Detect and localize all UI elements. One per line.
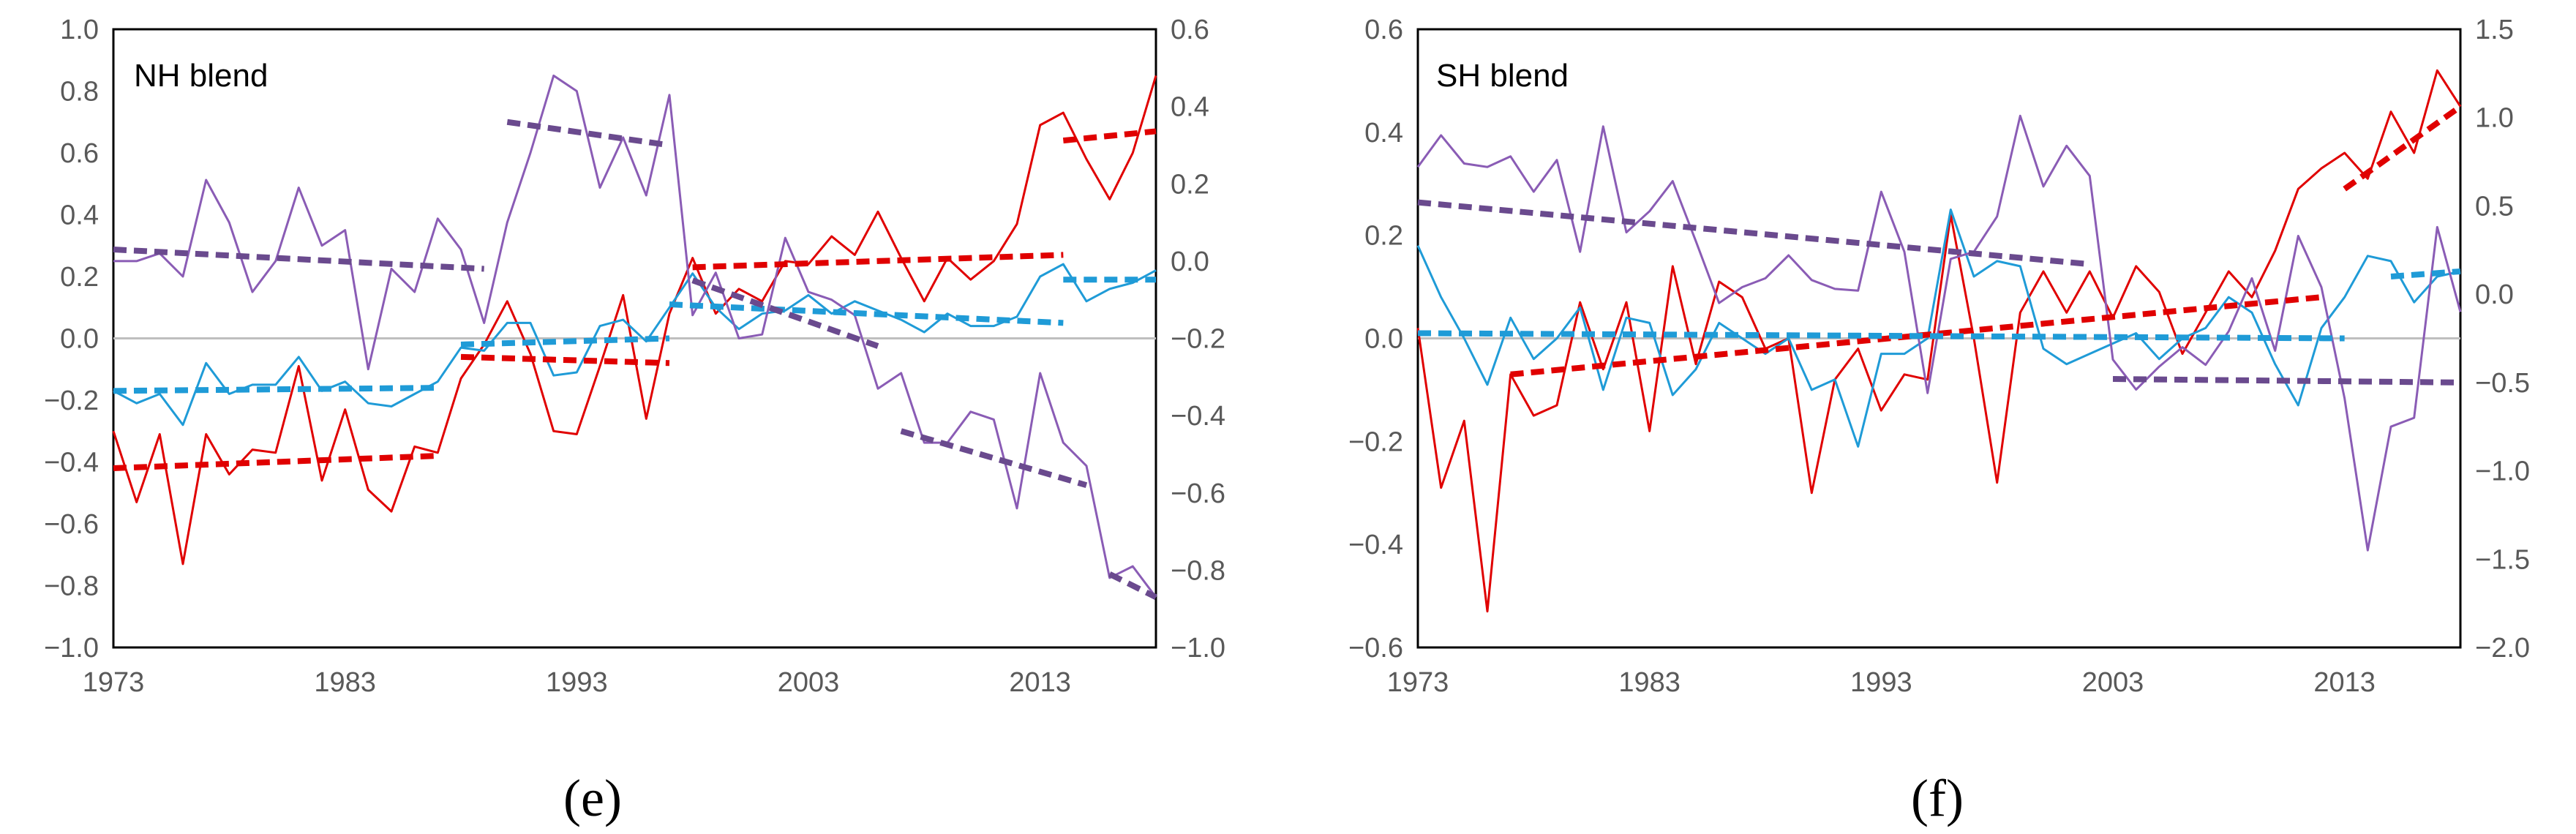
x-tick-label: 1973 [1387, 667, 1449, 698]
trend-line [1417, 199, 2090, 268]
y-tick-label-right: −0.2 [1171, 324, 1225, 355]
trend-line [2112, 376, 2461, 386]
trend-line [1108, 571, 1157, 600]
y-tick-label-left: −0.2 [1348, 427, 1403, 457]
x-tick-label: 1993 [1850, 667, 1912, 698]
series-line-red [112, 75, 1157, 566]
trend-line [113, 453, 438, 471]
y-tick-label-right: 0.0 [1171, 247, 1209, 277]
panel-label: (e) [563, 769, 622, 827]
series-line-blue [113, 263, 1157, 427]
y-tick-label-left: −0.8 [44, 571, 99, 602]
x-tick-label: 1983 [314, 667, 376, 698]
y-tick-label-right: 0.6 [1171, 15, 1209, 45]
trend-line [506, 119, 670, 149]
series-line-purple [113, 74, 1157, 598]
y-tick-label-right: −1.0 [1171, 633, 1225, 664]
trend-line [2343, 104, 2463, 192]
trend-line [113, 385, 438, 394]
chart-title: NH blend [134, 58, 268, 94]
series-line-purple [1416, 114, 2462, 552]
y-tick-label-right: −0.5 [2475, 368, 2530, 399]
trend-line [1062, 128, 1157, 144]
x-tick-label: 1993 [546, 667, 608, 698]
y-axis-right-ticks: 0.6 0.4 0.2 0.0 −0.2 −0.4 −0.6 −0.8 −1.0 [1171, 15, 1225, 664]
x-axis-ticks: 1973 1983 1993 2003 2013 [1387, 667, 2376, 698]
x-tick-label: 1973 [83, 667, 145, 698]
y-tick-label-left: 0.4 [1364, 118, 1403, 149]
x-tick-label: 1983 [1618, 667, 1681, 698]
y-tick-label-right: −0.8 [1171, 555, 1225, 586]
y-tick-label-left: 0.0 [60, 324, 99, 355]
trend-line [669, 301, 1064, 326]
trend-line [692, 252, 1064, 271]
y-tick-label-right: 0.2 [1171, 169, 1209, 200]
trend-line [1510, 294, 2322, 377]
x-tick-label: 2013 [2313, 667, 2376, 698]
y-tick-label-right: 0.0 [2475, 279, 2514, 310]
panel-nh-blend: 1.0 0.8 0.6 0.4 0.2 0.0 −0.2 −0.4 −0.6 −0.8 −1.0 0… [44, 15, 1225, 827]
y-tick-label-left: 0.4 [60, 200, 99, 231]
y-tick-label-right: −1.5 [2475, 544, 2530, 575]
x-tick-label: 2003 [2082, 667, 2144, 698]
y-tick-label-right: 0.4 [1171, 92, 1209, 123]
x-axis-ticks: 1973 1983 1993 2003 2013 [83, 667, 1071, 698]
trend-layer [1417, 104, 2463, 386]
series-layer [112, 74, 1157, 598]
y-tick-label-left: −0.6 [1348, 633, 1403, 664]
y-axis-right-ticks: 1.5 1.0 0.5 0.0 −0.5 −1.0 −1.5 −2.0 [2475, 15, 2530, 664]
y-tick-label-left: −0.4 [44, 448, 99, 478]
y-tick-label-right: 1.5 [2475, 15, 2514, 45]
y-tick-label-left: 0.2 [1364, 221, 1403, 252]
y-tick-label-left: 0.8 [60, 77, 99, 108]
panel-sh-blend: 0.6 0.4 0.2 0.0 −0.2 −0.4 −0.6 1.5 1.0 0.5 0.0 −0.… [1348, 15, 2530, 827]
x-tick-label: 2013 [1009, 667, 1071, 698]
y-axis-left-ticks: 0.6 0.4 0.2 0.0 −0.2 −0.4 −0.6 [1348, 15, 1403, 664]
y-tick-label-left: 0.0 [1364, 324, 1403, 355]
y-tick-label-right: 0.5 [2475, 191, 2514, 222]
y-tick-label-left: 0.6 [60, 138, 99, 169]
series-line-blue [1416, 209, 2461, 448]
y-tick-label-left: −0.2 [44, 386, 99, 416]
y-tick-label-left: −0.6 [44, 509, 99, 540]
trend-line [900, 428, 1088, 489]
y-tick-label-left: 0.6 [1364, 15, 1403, 45]
y-tick-label-right: 1.0 [2475, 103, 2514, 134]
y-axis-left-ticks: 1.0 0.8 0.6 0.4 0.2 0.0 −0.2 −0.4 −0.6 −0.8 −1.0 [44, 15, 99, 664]
y-tick-label-left: 1.0 [60, 15, 99, 45]
trend-line [460, 353, 670, 367]
trend-line [460, 335, 670, 348]
y-tick-label-right: −2.0 [2475, 633, 2530, 664]
trend-line [691, 277, 879, 349]
trend-line [2390, 268, 2461, 279]
chart-title: SH blend [1436, 58, 1569, 94]
y-tick-label-left: 0.2 [60, 262, 99, 293]
y-tick-label-left: −0.4 [1348, 530, 1403, 560]
trend-line [1417, 330, 2345, 342]
y-tick-label-right: −0.6 [1171, 478, 1225, 509]
y-tick-label-right: −1.0 [2475, 457, 2530, 487]
x-tick-label: 2003 [778, 667, 840, 698]
y-tick-label-left: −1.0 [44, 633, 99, 664]
trend-line [113, 247, 484, 272]
panel-label: (f) [1911, 769, 1964, 827]
y-tick-label-right: −0.4 [1171, 401, 1225, 432]
trend-layer [113, 119, 1157, 600]
